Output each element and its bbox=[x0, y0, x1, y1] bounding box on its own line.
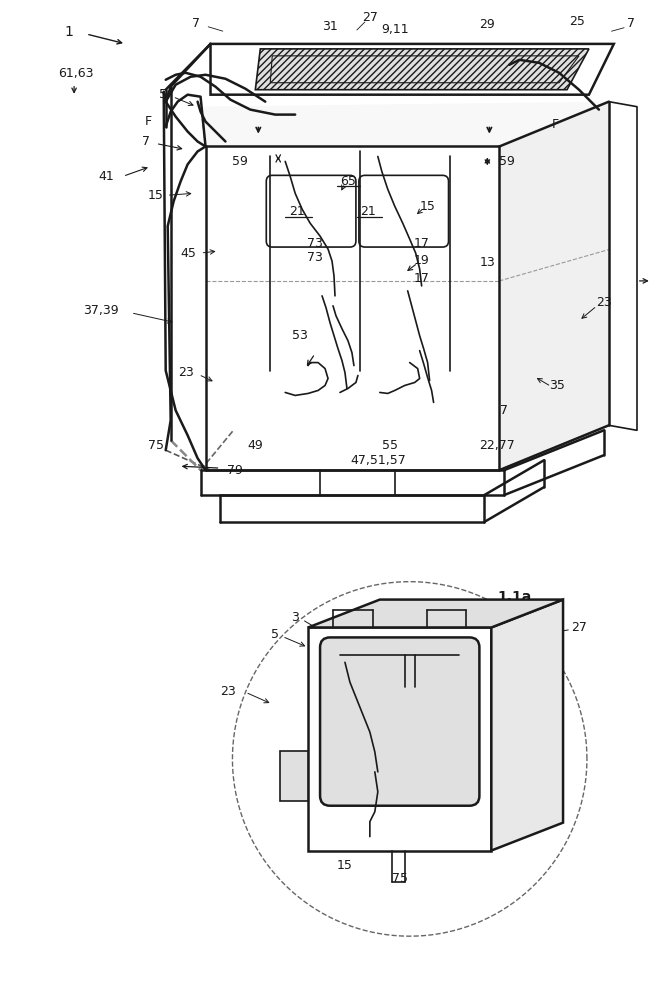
Text: 5: 5 bbox=[159, 88, 167, 101]
Text: 22,77: 22,77 bbox=[480, 439, 515, 452]
Text: 23: 23 bbox=[220, 685, 237, 698]
Text: 59: 59 bbox=[499, 155, 515, 168]
Text: 19: 19 bbox=[414, 254, 429, 267]
Text: 49: 49 bbox=[247, 439, 263, 452]
Polygon shape bbox=[491, 600, 563, 851]
Text: 15: 15 bbox=[148, 189, 163, 202]
Text: 41: 41 bbox=[98, 170, 114, 183]
Text: 17: 17 bbox=[413, 237, 429, 250]
Text: 17: 17 bbox=[382, 832, 398, 845]
Polygon shape bbox=[255, 49, 589, 90]
Text: 7: 7 bbox=[626, 17, 634, 30]
Text: 13: 13 bbox=[480, 256, 495, 269]
Text: 31: 31 bbox=[322, 20, 338, 33]
Polygon shape bbox=[280, 751, 308, 801]
FancyBboxPatch shape bbox=[320, 637, 480, 806]
Text: 75: 75 bbox=[392, 872, 408, 885]
Text: 15: 15 bbox=[419, 200, 436, 213]
Text: 37,39: 37,39 bbox=[83, 304, 119, 317]
Text: 59: 59 bbox=[232, 155, 249, 168]
Text: 79: 79 bbox=[228, 464, 243, 477]
Text: 23: 23 bbox=[596, 296, 612, 309]
Text: 23: 23 bbox=[178, 366, 194, 379]
Polygon shape bbox=[206, 146, 499, 470]
Text: 21: 21 bbox=[360, 205, 376, 218]
Text: 5: 5 bbox=[271, 628, 279, 641]
Text: 73: 73 bbox=[307, 237, 323, 250]
Polygon shape bbox=[308, 627, 491, 851]
Text: 73: 73 bbox=[307, 251, 323, 264]
Text: F: F bbox=[551, 118, 559, 131]
Text: 29: 29 bbox=[480, 18, 495, 31]
Text: 27: 27 bbox=[571, 621, 587, 634]
Polygon shape bbox=[499, 102, 609, 470]
Text: 17: 17 bbox=[413, 272, 429, 285]
Text: 61,63: 61,63 bbox=[58, 67, 94, 80]
Text: 75: 75 bbox=[148, 439, 163, 452]
Text: 1,1a: 1,1a bbox=[497, 590, 531, 604]
Text: 21: 21 bbox=[289, 205, 305, 218]
Text: 45: 45 bbox=[181, 247, 196, 260]
Text: 65: 65 bbox=[340, 175, 356, 188]
Text: 25: 25 bbox=[569, 15, 585, 28]
Polygon shape bbox=[308, 600, 563, 627]
Text: 1: 1 bbox=[65, 25, 74, 39]
Polygon shape bbox=[210, 44, 614, 95]
Text: 3: 3 bbox=[291, 611, 299, 624]
Text: 47,51,57: 47,51,57 bbox=[350, 454, 406, 467]
Text: F: F bbox=[145, 115, 152, 128]
Text: 35: 35 bbox=[549, 379, 565, 392]
Text: 7: 7 bbox=[142, 135, 150, 148]
Text: 55: 55 bbox=[382, 439, 398, 452]
Text: 19: 19 bbox=[470, 744, 485, 757]
Text: 53: 53 bbox=[292, 329, 308, 342]
Text: 9,11: 9,11 bbox=[381, 23, 409, 36]
Text: 27: 27 bbox=[362, 11, 378, 24]
Text: 15: 15 bbox=[337, 859, 353, 872]
Polygon shape bbox=[200, 102, 609, 146]
Text: 7: 7 bbox=[192, 17, 200, 30]
Text: 7: 7 bbox=[500, 404, 509, 417]
